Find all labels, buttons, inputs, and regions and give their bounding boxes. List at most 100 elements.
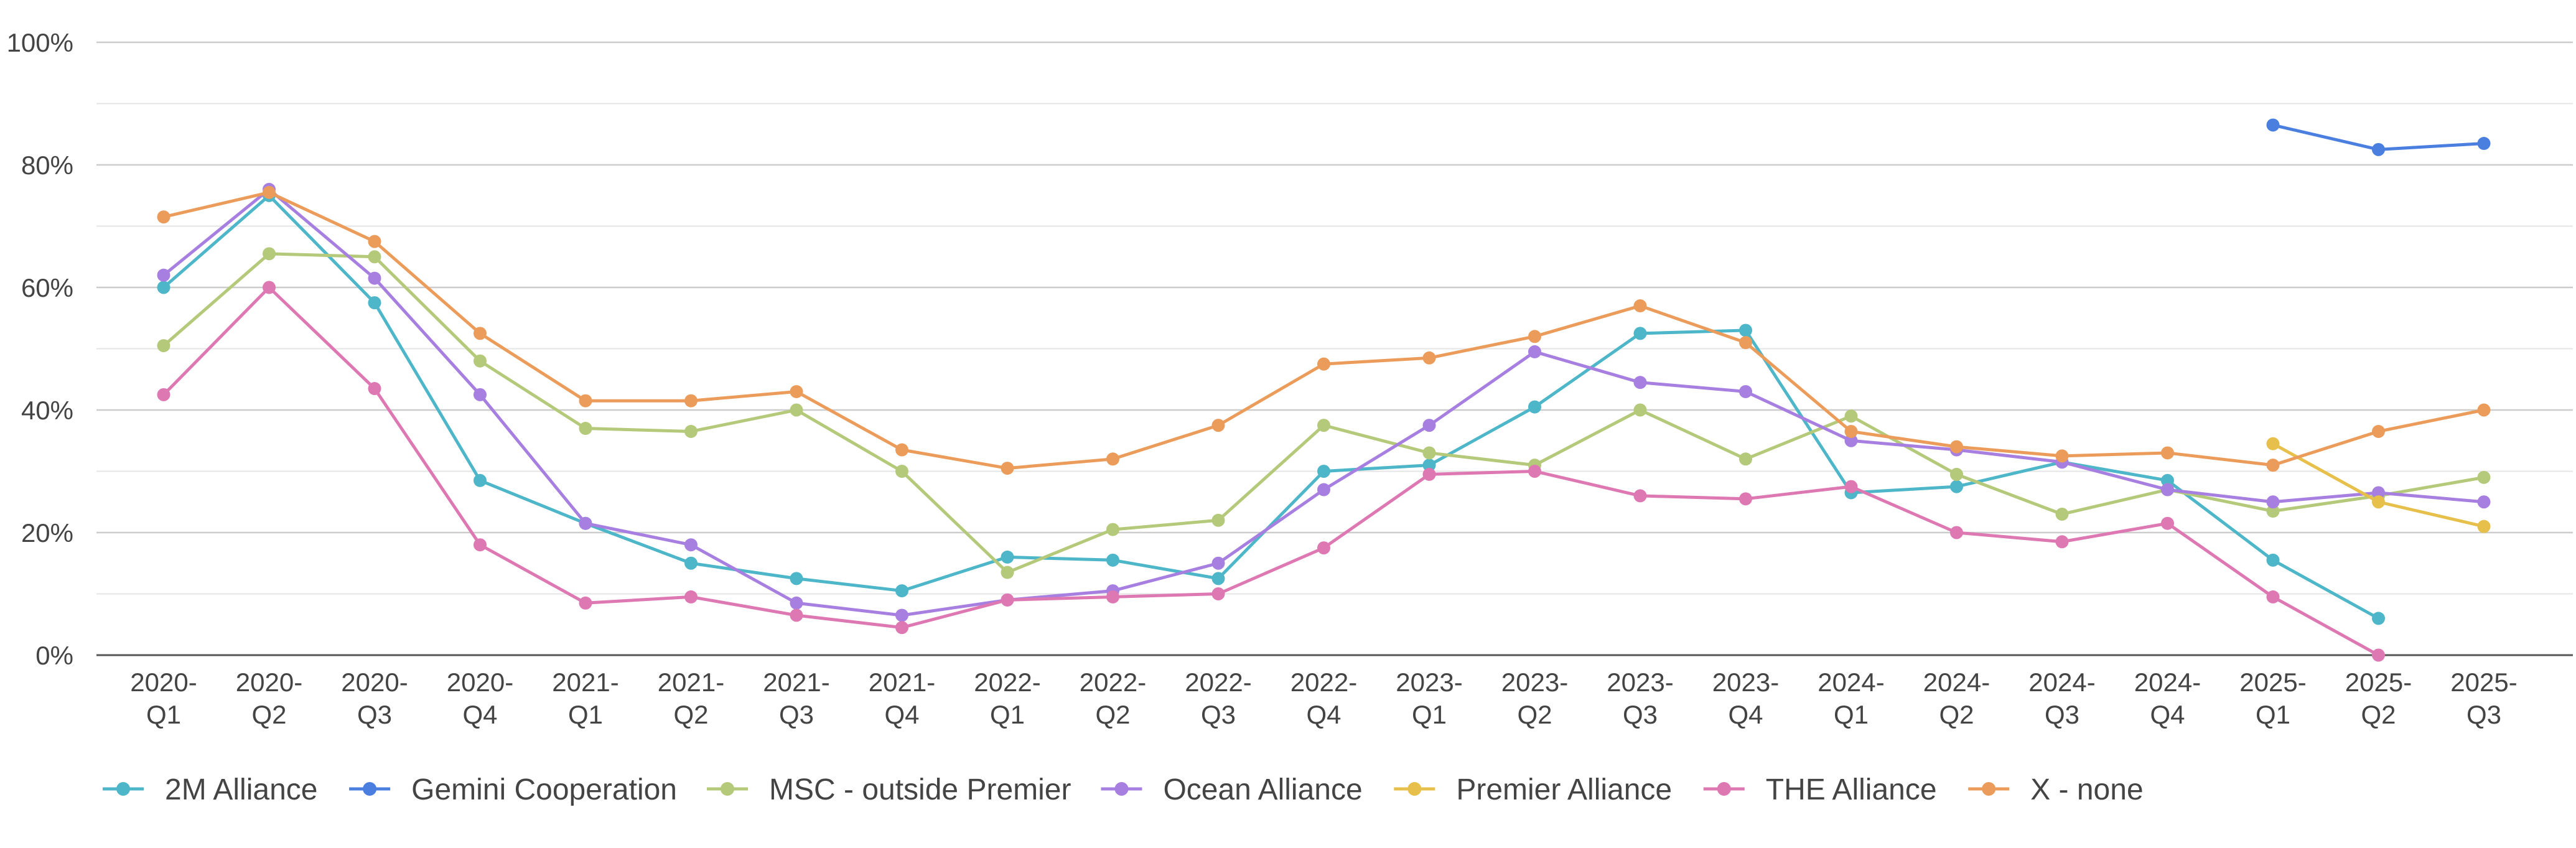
legend: 2M Alliance Gemini Cooperation MSC - outsi… [103,773,2144,806]
data-point [1317,419,1330,432]
data-point [895,621,908,635]
data-point [263,247,276,261]
data-point [790,384,803,398]
x-tick-label: 2024-Q1 [1818,668,1884,729]
data-point [1528,465,1541,478]
data-point [684,538,698,552]
data-point [895,584,908,598]
data-point [1633,327,1647,340]
data-point [2477,520,2491,533]
legend-swatch-marker [1407,782,1422,796]
data-point [2055,535,2069,549]
data-point [790,596,803,610]
series-gemini-cooperation [2266,118,2491,156]
data-point [2266,459,2280,472]
x-tick-label: 2023-Q2 [1501,668,1568,729]
data-point [1739,384,1752,398]
series-premier-alliance [2266,437,2491,533]
x-tick-label: 2025-Q2 [2345,668,2412,729]
x-tick-label: 2020-Q2 [236,668,302,729]
data-point [474,354,487,368]
y-tick-label: 80% [21,151,73,180]
data-point [2372,648,2385,662]
data-point [1528,400,1541,414]
data-point [2372,486,2385,500]
legend-item[interactable]: Premier Alliance [1394,773,1672,806]
x-tick-label: 2023-Q3 [1607,668,1673,729]
legend-swatch-marker [116,782,130,796]
legend-item[interactable]: 2M Alliance [103,773,317,806]
data-point [1317,357,1330,371]
x-tick-label: 2025-Q3 [2450,668,2517,729]
data-point [368,235,381,248]
y-tick-label: 0% [35,641,73,670]
series-x-none [157,185,2491,475]
x-tick-label: 2020-Q1 [130,668,197,729]
data-point [157,268,170,282]
series-line [162,252,2486,574]
data-point [2372,612,2385,625]
x-tick-label: 2023-Q1 [1396,668,1462,729]
data-point [2266,553,2280,567]
x-tick-label: 2022-Q4 [1290,668,1357,729]
y-tick-label: 60% [21,273,73,302]
legend-label: MSC - outside Premier [769,773,1071,806]
data-point [1317,483,1330,496]
data-point [1528,330,1541,343]
data-point [1106,452,1119,466]
x-tick-label: 2022-Q3 [1185,668,1251,729]
data-point [1950,440,1963,454]
data-point [684,590,698,603]
data-point [1422,351,1436,365]
data-point [2477,470,2491,484]
data-point [2477,495,2491,509]
data-point [1211,587,1225,600]
data-point [579,516,592,530]
legend-item[interactable]: X - none [1968,773,2144,806]
data-point [1001,566,1014,579]
x-tick-label: 2021-Q3 [763,668,829,729]
x-tick-label: 2024-Q4 [2134,668,2201,729]
data-point [895,443,908,457]
legend-swatch-marker [1114,782,1129,796]
x-tick-label: 2024-Q3 [2028,668,2095,729]
data-point [1211,572,1225,585]
x-tick-label: 2021-Q1 [552,668,618,729]
series-layer [157,118,2491,662]
data-point [579,422,592,436]
data-point [1950,526,1963,539]
series-the-alliance [157,281,2385,662]
x-tick-label: 2021-Q2 [658,668,724,729]
data-point [474,473,487,487]
legend-item[interactable]: Ocean Alliance [1101,773,1363,806]
data-point [895,608,908,622]
data-point [2266,437,2280,450]
data-point [684,394,698,408]
data-point [2055,507,2069,521]
data-point [2372,424,2385,438]
legend-item[interactable]: MSC - outside Premier [707,773,1071,806]
legend-label: Premier Alliance [1456,773,1672,806]
legend-item[interactable]: THE Alliance [1703,773,1937,806]
x-tick-label: 2024-Q2 [1923,668,1990,729]
data-point [1633,403,1647,417]
data-point [368,271,381,285]
data-point [368,296,381,310]
legend-label: THE Alliance [1766,773,1937,806]
data-point [1422,459,1436,472]
legend-item[interactable]: Gemini Cooperation [349,773,677,806]
data-point [1739,336,1752,350]
data-point [1844,434,1858,447]
data-point [2477,137,2491,151]
data-point [684,556,698,570]
series-line [162,286,2380,657]
legend-swatch-marker [721,782,734,796]
data-point [1001,462,1014,475]
data-point [1106,590,1119,603]
data-point [2161,516,2174,530]
data-point [1211,419,1225,432]
data-point [2372,495,2385,509]
data-point [2266,590,2280,603]
data-point [1001,593,1014,607]
